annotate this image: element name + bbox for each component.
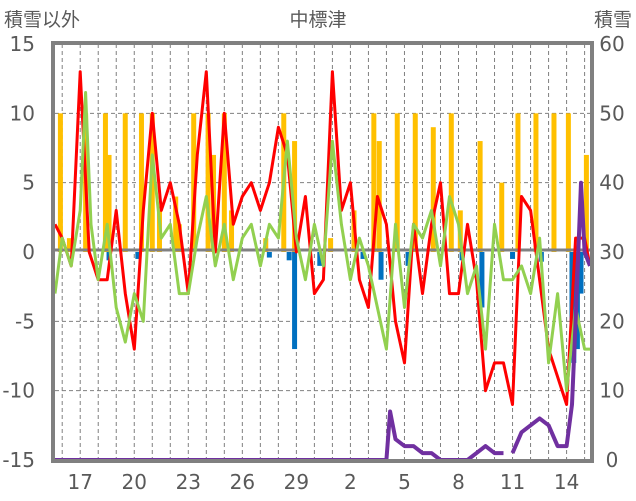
plot-border [51,41,594,463]
orange-bar [328,238,334,252]
x-tick-label: 29 [284,470,309,494]
right-axis-label: 積雪 [594,9,632,31]
red-series-line [53,70,592,406]
right-y-tick-label: 10 [599,379,624,403]
orange-bar [122,113,128,252]
orange-bar [106,154,112,252]
orange-bar [371,113,377,252]
blue-bar [378,252,384,280]
blue-bar [292,252,298,350]
blue-bar [317,252,323,266]
chart-title: 中標津 [289,9,346,31]
orange-bar [57,113,63,252]
blue-bar [135,252,141,259]
blue-bar [266,252,272,258]
left-y-tick-label: 10 [10,101,35,125]
orange-bar [221,113,227,252]
blue-bar [479,252,485,308]
purple-series-line [510,180,592,454]
orange-bar [292,141,298,252]
right-y-tick-label: 20 [599,309,624,333]
green-series-line [53,91,590,393]
orange-bar [448,113,454,252]
orange-bar [583,154,589,252]
left-y-tick-label: -5 [15,309,35,333]
x-tick-label: 26 [230,470,255,494]
bar-series [57,113,589,363]
x-tick-label: 11 [500,470,525,494]
orange-bar [66,238,72,252]
orange-bar [551,113,557,252]
orange-bar [533,113,539,252]
blue-bar [360,252,366,259]
x-tick-label: 23 [176,470,201,494]
orange-bar [499,182,505,252]
left-y-tick-label: -15 [2,448,35,472]
orange-bar [229,210,235,252]
line-series [53,70,592,462]
orange-bar [376,141,382,252]
orange-bar [477,141,483,252]
purple-series-line [55,409,504,462]
orange-bar [412,113,418,252]
orange-bar [138,113,144,252]
orange-bar [176,224,182,252]
x-tick-label: 14 [554,470,579,494]
orange-bar [173,196,179,252]
right-y-tick-label: 0 [606,448,619,472]
orange-bar [515,113,521,252]
left-y-tick-label: -10 [2,379,35,403]
left-y-tick-label: 0 [22,240,35,264]
orange-bar [205,113,211,252]
left-y-tick-label: 5 [22,171,35,195]
x-tick-label: 17 [67,470,92,494]
right-y-tick-label: 60 [599,32,624,56]
blue-bar [510,252,516,259]
x-tick-label: 5 [398,470,411,494]
left-y-tick-label: 15 [10,32,35,56]
left-axis-label: 積雪以外 [4,9,80,31]
orange-bar [430,127,436,252]
blue-bar [286,252,292,261]
blue-bar [405,252,411,266]
right-y-tick-label: 50 [599,101,624,125]
orange-bar [191,113,197,252]
x-tick-label: 20 [122,470,147,494]
orange-bar [394,113,400,252]
x-tick-label: 2 [344,470,357,494]
orange-bar [565,113,571,252]
orange-bar [102,113,108,252]
x-tick-label: 8 [452,470,465,494]
right-y-tick-label: 40 [599,171,624,195]
blue-bar [578,252,584,294]
right-y-tick-label: 30 [599,240,624,264]
